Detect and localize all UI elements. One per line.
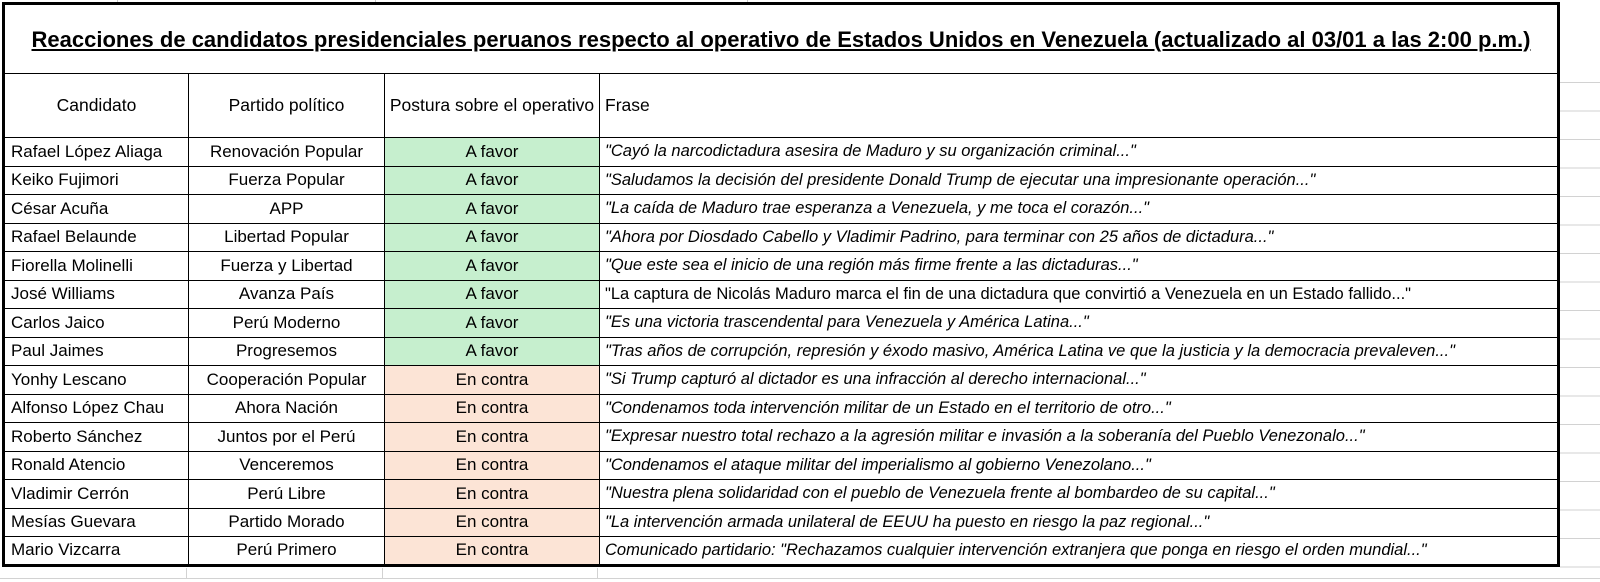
cell-frase[interactable]: "Nuestra plena solidaridad con el pueblo… xyxy=(599,479,1559,509)
cell-frase[interactable]: "Expresar nuestro total rechazo a la agr… xyxy=(599,422,1559,452)
column-header-frase[interactable]: Frase xyxy=(599,73,1559,138)
cell-partido[interactable]: Venceremos xyxy=(188,450,385,480)
column-header-postura[interactable]: Postura sobre el operativo xyxy=(384,73,600,138)
cell-frase[interactable]: "Condenamos el ataque militar del imperi… xyxy=(599,450,1559,480)
table-row: Keiko Fujimori Fuerza Popular A favor "Salu… xyxy=(3,165,1559,195)
cell-partido[interactable]: Partido Morado xyxy=(188,507,385,537)
table-row: Roberto Sánchez Juntos por el Perú En cont… xyxy=(3,422,1559,452)
table-row: Paul Jaimes Progresemos A favor "Tras años … xyxy=(3,336,1559,366)
cell-partido[interactable]: Ahora Nación xyxy=(188,393,385,423)
cell-frase[interactable]: "Saludamos la decisión del presidente Do… xyxy=(599,165,1559,195)
cell-partido[interactable]: Perú Libre xyxy=(188,479,385,509)
cell-candidato[interactable]: Rafael López Aliaga xyxy=(3,137,189,167)
table-row: Mesías Guevara Partido Morado En contra "La… xyxy=(3,507,1559,537)
gridline-tick xyxy=(117,0,118,3)
cell-partido[interactable]: Renovación Popular xyxy=(188,137,385,167)
cell-frase[interactable]: Comunicado partidario: "Rechazamos cualq… xyxy=(599,536,1559,566)
cell-postura[interactable]: A favor xyxy=(384,279,600,309)
table-row: José Williams Avanza País A favor "La captu… xyxy=(3,279,1559,309)
table-row: Fiorella Molinelli Fuerza y Libertad A fav… xyxy=(3,251,1559,281)
table-row: Ronald Atencio Venceremos En contra "Conden… xyxy=(3,450,1559,480)
cell-postura[interactable]: A favor xyxy=(384,165,600,195)
sheet-gridline-bottom xyxy=(0,578,1600,579)
cell-postura[interactable]: En contra xyxy=(384,365,600,395)
cell-partido[interactable]: Fuerza Popular xyxy=(188,165,385,195)
cell-frase[interactable]: "Cayó la narcodictadura asesira de Madur… xyxy=(599,137,1559,167)
cell-candidato[interactable]: Vladimir Cerrón xyxy=(3,479,189,509)
cell-candidato[interactable]: Keiko Fujimori xyxy=(3,165,189,195)
cell-frase[interactable]: "La caída de Maduro trae esperanza a Ven… xyxy=(599,194,1559,224)
cell-candidato[interactable]: Mario Vizcarra xyxy=(3,536,189,566)
table-title[interactable]: Reacciones de candidatos presidenciales … xyxy=(3,3,1559,74)
column-header-partido[interactable]: Partido político xyxy=(188,73,385,138)
table-row: Alfonso López Chau Ahora Nación En contra "… xyxy=(3,393,1559,423)
cell-postura[interactable]: En contra xyxy=(384,422,600,452)
cell-postura[interactable]: En contra xyxy=(384,536,600,566)
cell-partido[interactable]: Juntos por el Perú xyxy=(188,422,385,452)
cell-candidato[interactable]: Alfonso López Chau xyxy=(3,393,189,423)
sheet-gridlines-right xyxy=(1560,82,1600,568)
cell-frase[interactable]: "Ahora por Diosdado Cabello y Vladimir P… xyxy=(599,222,1559,252)
cell-partido[interactable]: Avanza País xyxy=(188,279,385,309)
cell-postura[interactable]: En contra xyxy=(384,450,600,480)
cell-postura[interactable]: A favor xyxy=(384,336,600,366)
cell-partido[interactable]: Perú Moderno xyxy=(188,308,385,338)
gridline-tick xyxy=(747,0,748,3)
cell-candidato[interactable]: Carlos Jaico xyxy=(3,308,189,338)
cell-frase[interactable]: "Condenamos toda intervención militar de… xyxy=(599,393,1559,423)
cell-frase[interactable]: "La intervención armada unilateral de EE… xyxy=(599,507,1559,537)
cell-postura[interactable]: A favor xyxy=(384,194,600,224)
cell-partido[interactable]: Perú Primero xyxy=(188,536,385,566)
cell-partido[interactable]: Cooperación Popular xyxy=(188,365,385,395)
cell-frase[interactable]: "La captura de Nicolás Maduro marca el f… xyxy=(599,279,1559,309)
cell-postura[interactable]: A favor xyxy=(384,137,600,167)
cell-postura[interactable]: A favor xyxy=(384,308,600,338)
cell-candidato[interactable]: Fiorella Molinelli xyxy=(3,251,189,281)
gridline-tick xyxy=(382,568,383,578)
cell-frase[interactable]: "Tras años de corrupción, represión y éx… xyxy=(599,336,1559,366)
cell-postura[interactable]: A favor xyxy=(384,222,600,252)
cell-postura[interactable]: En contra xyxy=(384,507,600,537)
reactions-table: Reacciones de candidatos presidenciales … xyxy=(2,2,1560,567)
cell-postura[interactable]: En contra xyxy=(384,393,600,423)
cell-partido[interactable]: Progresemos xyxy=(188,336,385,366)
header-row: Candidato Partido político Postura sobre… xyxy=(3,73,1559,138)
cell-frase[interactable]: "Si Trump capturó al dictador es una inf… xyxy=(599,365,1559,395)
cell-partido[interactable]: Libertad Popular xyxy=(188,222,385,252)
cell-frase[interactable]: "Que este sea el inicio de una región má… xyxy=(599,251,1559,281)
table-row: Yonhy Lescano Cooperación Popular En contr… xyxy=(3,365,1559,395)
cell-partido[interactable]: Fuerza y Libertad xyxy=(188,251,385,281)
cell-candidato[interactable]: Yonhy Lescano xyxy=(3,365,189,395)
table-row: César Acuña APP A favor "La caída de Maduro… xyxy=(3,194,1559,224)
column-header-candidato[interactable]: Candidato xyxy=(3,73,189,138)
cell-candidato[interactable]: Ronald Atencio xyxy=(3,450,189,480)
table-row: Rafael López Aliaga Renovación Popular A f… xyxy=(3,137,1559,167)
cell-candidato[interactable]: César Acuña xyxy=(3,194,189,224)
cell-candidato[interactable]: José Williams xyxy=(3,279,189,309)
table-row: Mario Vizcarra Perú Primero En contra Comun… xyxy=(3,536,1559,566)
gridline-tick xyxy=(186,568,187,578)
gridline-tick xyxy=(597,568,598,578)
title-row: Reacciones de candidatos presidenciales … xyxy=(3,3,1559,74)
table-row: Rafael Belaunde Libertad Popular A favor "A… xyxy=(3,222,1559,252)
cell-partido[interactable]: APP xyxy=(188,194,385,224)
cell-frase[interactable]: "Es una victoria trascendental para Vene… xyxy=(599,308,1559,338)
table-row: Vladimir Cerrón Perú Libre En contra "Nuest… xyxy=(3,479,1559,509)
table-body: Rafael López Aliaga Renovación Popular A f… xyxy=(3,137,1559,566)
cell-candidato[interactable]: Roberto Sánchez xyxy=(3,422,189,452)
cell-candidato[interactable]: Paul Jaimes xyxy=(3,336,189,366)
table-row: Carlos Jaico Perú Moderno A favor "Es una v… xyxy=(3,308,1559,338)
cell-postura[interactable]: En contra xyxy=(384,479,600,509)
gridline-tick xyxy=(375,0,376,3)
cell-postura[interactable]: A favor xyxy=(384,251,600,281)
cell-candidato[interactable]: Mesías Guevara xyxy=(3,507,189,537)
cell-candidato[interactable]: Rafael Belaunde xyxy=(3,222,189,252)
